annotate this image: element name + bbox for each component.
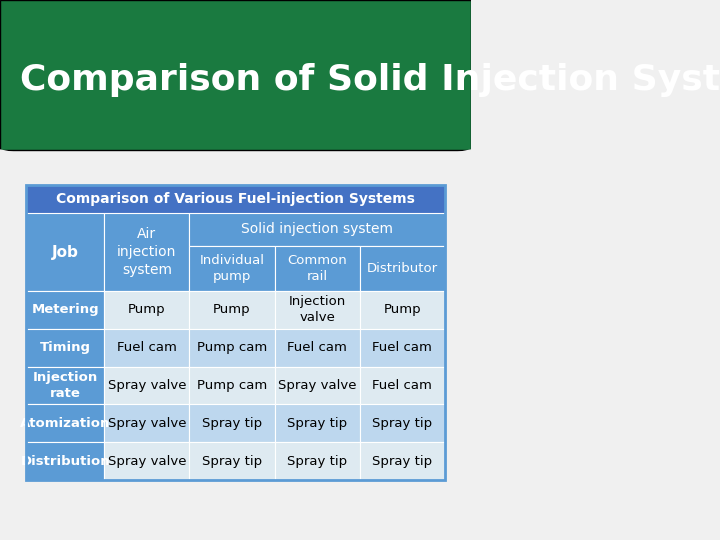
- Text: Fuel cam: Fuel cam: [372, 341, 432, 354]
- FancyBboxPatch shape: [360, 291, 445, 329]
- Text: Pump: Pump: [128, 303, 166, 316]
- Text: Fuel cam: Fuel cam: [372, 379, 432, 392]
- Text: Spray tip: Spray tip: [287, 455, 347, 468]
- FancyBboxPatch shape: [189, 404, 274, 442]
- FancyBboxPatch shape: [104, 291, 189, 329]
- Text: Spray tip: Spray tip: [202, 417, 262, 430]
- FancyBboxPatch shape: [274, 246, 360, 291]
- FancyBboxPatch shape: [274, 329, 360, 367]
- FancyBboxPatch shape: [26, 213, 104, 291]
- Text: Solid injection system: Solid injection system: [241, 222, 393, 237]
- FancyBboxPatch shape: [189, 329, 274, 367]
- FancyBboxPatch shape: [26, 291, 104, 329]
- FancyBboxPatch shape: [189, 291, 274, 329]
- Text: Comparison of Various Fuel-injection Systems: Comparison of Various Fuel-injection Sys…: [56, 192, 415, 206]
- FancyBboxPatch shape: [104, 329, 189, 367]
- Text: Pump: Pump: [213, 303, 251, 316]
- FancyBboxPatch shape: [189, 246, 274, 291]
- FancyBboxPatch shape: [104, 404, 189, 442]
- FancyBboxPatch shape: [26, 404, 104, 442]
- FancyBboxPatch shape: [26, 329, 104, 367]
- Text: Timing: Timing: [40, 341, 91, 354]
- Text: Spray tip: Spray tip: [372, 455, 432, 468]
- Text: Pump cam: Pump cam: [197, 341, 267, 354]
- FancyBboxPatch shape: [104, 213, 189, 291]
- Text: Pump cam: Pump cam: [197, 379, 267, 392]
- Polygon shape: [0, 150, 471, 540]
- Text: Job: Job: [52, 245, 78, 260]
- FancyBboxPatch shape: [26, 367, 104, 404]
- FancyBboxPatch shape: [26, 442, 104, 480]
- FancyBboxPatch shape: [274, 442, 360, 480]
- FancyBboxPatch shape: [360, 442, 445, 480]
- FancyBboxPatch shape: [26, 185, 445, 213]
- FancyBboxPatch shape: [189, 442, 274, 480]
- Text: Metering: Metering: [32, 303, 99, 316]
- Text: Spray valve: Spray valve: [107, 455, 186, 468]
- FancyBboxPatch shape: [274, 367, 360, 404]
- FancyBboxPatch shape: [189, 213, 445, 246]
- Text: Air
injection
system: Air injection system: [117, 227, 176, 278]
- FancyBboxPatch shape: [274, 404, 360, 442]
- Text: Fuel cam: Fuel cam: [287, 341, 347, 354]
- Text: Distributor: Distributor: [366, 262, 438, 275]
- FancyBboxPatch shape: [0, 0, 471, 150]
- Text: Spray valve: Spray valve: [278, 379, 356, 392]
- Text: Comparison of Solid Injection Systems: Comparison of Solid Injection Systems: [19, 63, 720, 97]
- Text: Atomization: Atomization: [20, 417, 110, 430]
- FancyBboxPatch shape: [360, 367, 445, 404]
- FancyBboxPatch shape: [274, 291, 360, 329]
- Text: Spray tip: Spray tip: [202, 455, 262, 468]
- Text: Common
rail: Common rail: [287, 254, 347, 283]
- Text: Individual
pump: Individual pump: [199, 254, 264, 283]
- FancyBboxPatch shape: [189, 367, 274, 404]
- Text: Spray tip: Spray tip: [372, 417, 432, 430]
- Text: Spray tip: Spray tip: [287, 417, 347, 430]
- Text: Fuel cam: Fuel cam: [117, 341, 176, 354]
- FancyBboxPatch shape: [360, 404, 445, 442]
- FancyBboxPatch shape: [104, 442, 189, 480]
- FancyBboxPatch shape: [360, 329, 445, 367]
- Text: Spray valve: Spray valve: [107, 379, 186, 392]
- FancyBboxPatch shape: [104, 367, 189, 404]
- Text: Injection
valve: Injection valve: [289, 295, 346, 325]
- Text: Distribution: Distribution: [20, 455, 110, 468]
- Text: Injection
rate: Injection rate: [32, 371, 98, 400]
- Text: Spray valve: Spray valve: [107, 417, 186, 430]
- Text: Pump: Pump: [384, 303, 421, 316]
- FancyBboxPatch shape: [360, 246, 445, 291]
